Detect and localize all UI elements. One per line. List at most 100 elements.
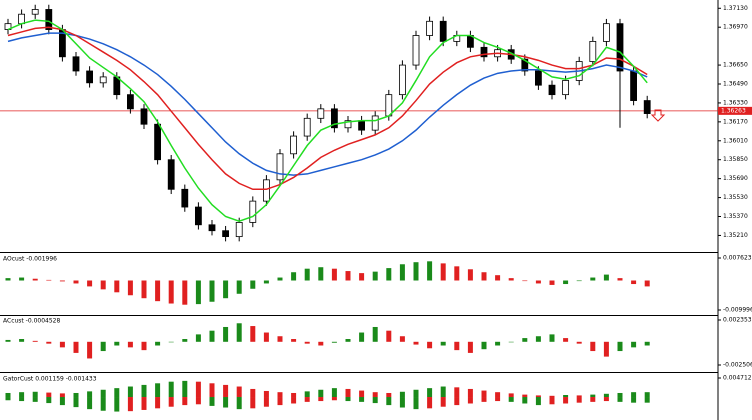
histogram-bar — [141, 384, 147, 398]
histogram-bar — [318, 341, 324, 346]
histogram-bar — [209, 280, 215, 302]
histogram-bar — [590, 394, 596, 398]
histogram-bar — [522, 397, 528, 404]
histogram-bar — [100, 280, 106, 290]
histogram-bar — [617, 278, 623, 281]
y-tick-label: -0.009996 — [723, 307, 752, 314]
candle-body — [86, 70, 93, 84]
histogram-bar — [563, 338, 569, 342]
histogram-bar — [32, 340, 38, 342]
histogram-bar — [32, 391, 38, 398]
histogram-bar — [263, 397, 269, 407]
candle-body — [72, 56, 80, 72]
histogram-bar — [454, 397, 460, 406]
histogram-bar — [563, 397, 569, 404]
histogram-bar — [250, 397, 256, 409]
histogram-bar — [522, 394, 528, 398]
histogram-bar — [345, 388, 351, 398]
histogram-bar — [617, 397, 623, 402]
candle-body — [439, 20, 447, 42]
candle-body — [426, 20, 434, 36]
histogram-bar — [127, 280, 133, 296]
histogram-bar — [508, 397, 514, 402]
histogram-bar — [100, 341, 106, 352]
histogram-bar — [359, 397, 365, 402]
candle-body — [616, 23, 624, 72]
histogram-bar — [359, 273, 365, 281]
histogram-bar — [413, 389, 419, 398]
histogram-bar — [413, 341, 419, 345]
histogram-bar — [549, 395, 555, 398]
histogram-bar — [603, 341, 609, 357]
histogram-bar — [59, 393, 65, 398]
candle-body — [480, 46, 488, 58]
histogram-bar — [386, 268, 392, 281]
histogram-bar — [427, 397, 433, 409]
histogram-bar — [399, 397, 405, 408]
histogram-bar — [617, 392, 623, 398]
histogram-bar — [141, 397, 147, 410]
histogram-bar — [73, 397, 79, 408]
histogram-bar — [250, 326, 256, 342]
histogram-bar — [372, 271, 378, 281]
candle-body — [562, 80, 569, 96]
histogram-bar — [291, 392, 297, 398]
histogram-bar — [114, 280, 120, 293]
histogram-bar — [87, 397, 93, 410]
histogram-bar — [168, 397, 174, 407]
candle-body — [235, 222, 243, 238]
y-tick-label: 1.36010 — [723, 137, 748, 144]
histogram-bar — [223, 384, 229, 398]
histogram-bar — [73, 341, 79, 353]
candle-body — [167, 159, 175, 190]
y-tick-label: 0.0023537 — [723, 317, 752, 324]
histogram-bar — [331, 397, 337, 401]
histogram-bar — [114, 397, 120, 412]
panel-title: GatorCust 0.001159 -0.001433 — [3, 376, 97, 383]
histogram-bar — [331, 268, 337, 281]
candle-body — [99, 76, 107, 84]
histogram-bar — [100, 389, 106, 398]
histogram-bar — [59, 397, 65, 406]
histogram-bar — [454, 266, 460, 281]
histogram-bar — [508, 393, 514, 398]
histogram-bar — [304, 341, 310, 344]
y-tick-label: 1.35690 — [723, 175, 748, 182]
histogram-bar — [481, 397, 487, 402]
histogram-bar — [359, 390, 365, 398]
candle-body — [630, 70, 637, 101]
histogram-bar — [168, 381, 174, 398]
histogram-bar — [495, 341, 501, 346]
histogram-bar — [440, 341, 446, 346]
current-price-label: 1.36263 — [721, 107, 746, 114]
histogram-bar — [603, 397, 609, 402]
histogram-bar — [631, 397, 637, 403]
histogram-bar — [413, 397, 419, 410]
histogram-bar — [331, 388, 337, 398]
histogram-bar — [318, 397, 324, 402]
candle-body — [303, 117, 311, 137]
candle-body — [140, 108, 148, 125]
histogram-bar — [59, 280, 65, 282]
histogram-bar — [250, 280, 256, 289]
candle-body — [398, 64, 406, 96]
candle-body — [45, 9, 53, 30]
candle-body — [330, 108, 338, 129]
histogram-bar — [427, 261, 433, 281]
histogram-bar — [236, 397, 242, 410]
histogram-bar — [427, 388, 433, 398]
histogram-bar — [223, 326, 229, 342]
histogram-bar — [141, 280, 147, 299]
y-tick-label: 1.37130 — [723, 5, 748, 12]
histogram-bar — [508, 278, 514, 281]
histogram-bar — [440, 397, 446, 407]
histogram-bar — [495, 392, 501, 398]
moving-average — [7, 19, 648, 223]
histogram-bar — [73, 280, 79, 284]
histogram-bar — [522, 280, 528, 282]
histogram-bar — [413, 262, 419, 281]
histogram-bar — [481, 341, 487, 350]
histogram-bar — [590, 341, 596, 352]
histogram-bar — [454, 341, 460, 351]
histogram-bar — [549, 397, 555, 405]
